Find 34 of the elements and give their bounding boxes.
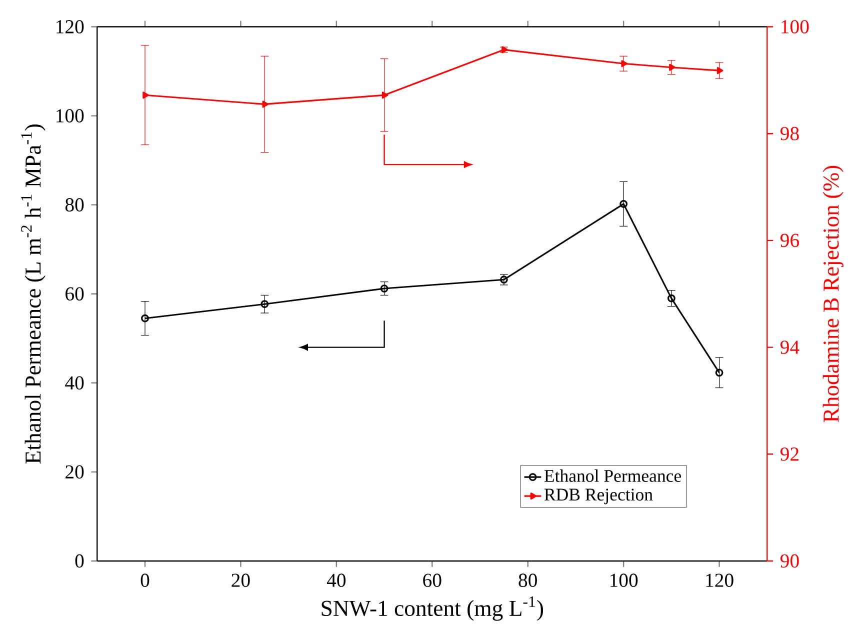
y-tick-label: 0 <box>75 554 84 568</box>
x-tick-label: 60 <box>423 574 442 587</box>
point <box>502 46 508 54</box>
y2-tick-label: 94 <box>780 340 800 354</box>
point <box>142 91 149 99</box>
x-tick-label: 100 <box>610 574 638 587</box>
x-tick-label: 0 <box>140 574 150 587</box>
point <box>716 66 724 74</box>
y2-tick-label: 96 <box>780 234 800 247</box>
y2-tick-label: 100 <box>782 20 809 34</box>
legend-label: Ethanol Permeance <box>544 469 682 482</box>
point <box>380 284 388 292</box>
y2-tick-label: 98 <box>780 126 799 140</box>
point <box>500 276 508 284</box>
y-tick-label: 120 <box>56 20 84 34</box>
point <box>382 91 388 99</box>
y2-axis-title: Rhodamine B Rejection (%) <box>822 166 844 422</box>
y-axis-title: Ethanol Permeance (L m$^{-2}$ h$^{-1}$ MPa$^{-1}$) <box>21 124 46 464</box>
point <box>262 100 269 108</box>
y-tick-label: 80 <box>65 198 84 212</box>
x-tick-label: 20 <box>232 574 250 587</box>
y-tick-label: 100 <box>56 108 84 122</box>
legend-label: RDB Rejection <box>544 488 653 504</box>
y2-tick-label: 92 <box>780 447 798 461</box>
point <box>621 60 628 67</box>
point <box>669 64 676 71</box>
x-tick-label: 80 <box>518 574 537 587</box>
y-tick-label: 40 <box>65 376 84 390</box>
x-tick-label: 120 <box>706 574 734 587</box>
y2-tick-label: 90 <box>780 554 799 568</box>
x-tick-label: 40 <box>326 574 346 587</box>
y-tick-label: 20 <box>66 465 84 478</box>
x-axis-title: SNW-1 content (mg L$^{-1}$) <box>322 596 544 621</box>
y-tick-label: 60 <box>66 287 84 300</box>
